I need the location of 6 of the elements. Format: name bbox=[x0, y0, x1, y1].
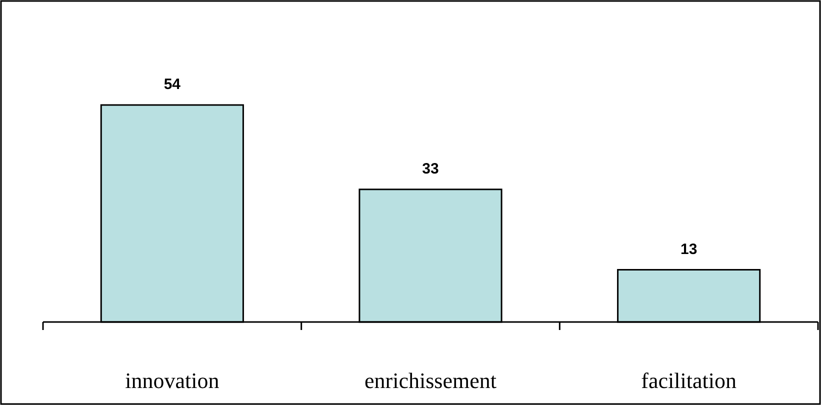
data-label: 13 bbox=[680, 240, 698, 258]
x-tick-label: innovation bbox=[125, 368, 220, 393]
data-label: 33 bbox=[422, 160, 439, 178]
x-tick-label: enrichissement bbox=[364, 368, 496, 393]
data-label: 54 bbox=[164, 76, 182, 93]
x-tick-label: facilitation bbox=[641, 368, 736, 393]
